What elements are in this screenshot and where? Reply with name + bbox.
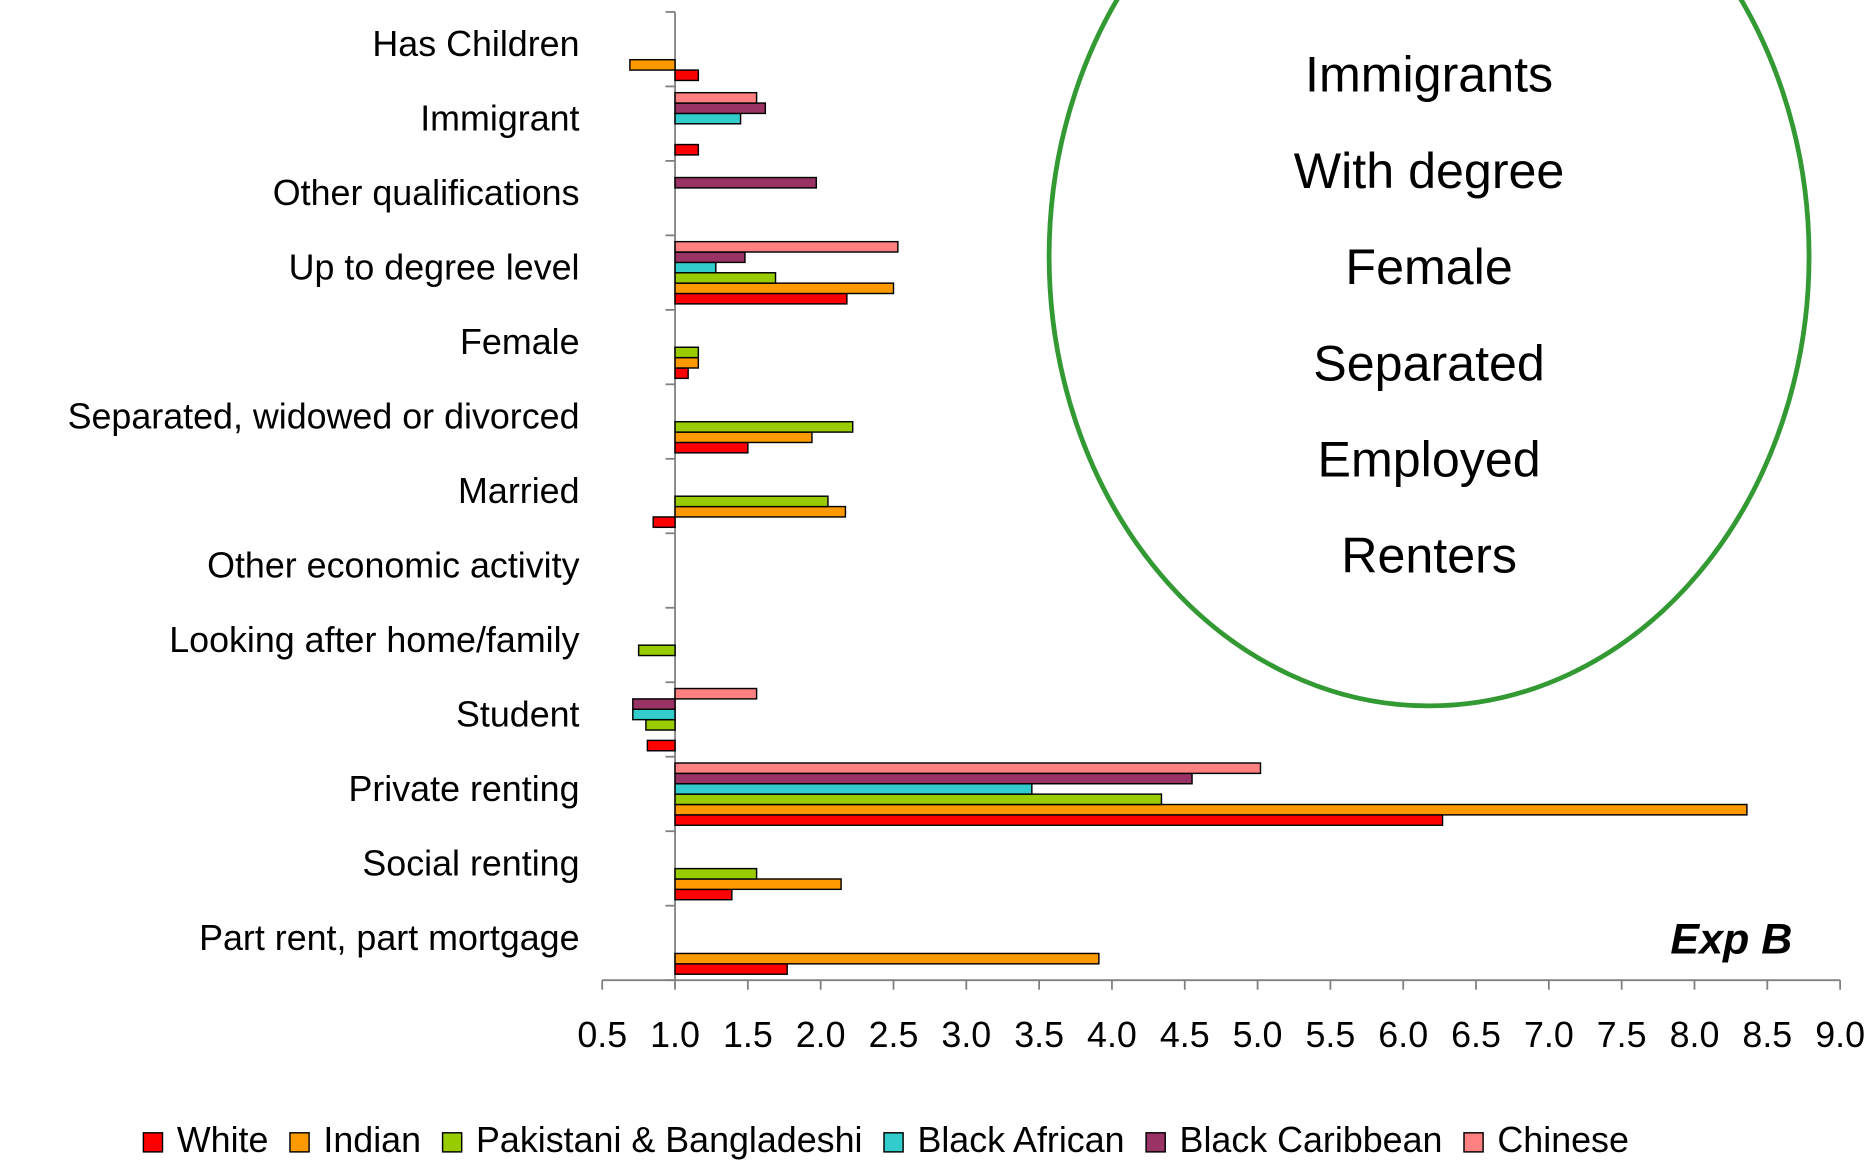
bar — [674, 251, 746, 264]
bar — [674, 91, 758, 104]
bar — [674, 112, 742, 125]
bar — [674, 441, 749, 454]
bar — [674, 783, 1033, 795]
bar — [674, 762, 1262, 775]
callout-line: Female — [1345, 239, 1512, 295]
category-label: Part rent, part mortgage — [199, 918, 579, 958]
bar — [637, 644, 676, 657]
x-tick-label: 8.0 — [1670, 1015, 1720, 1055]
category-label: Up to degree level — [289, 248, 580, 288]
bar — [674, 102, 767, 115]
bar — [674, 952, 1100, 965]
category-label: Other qualifications — [273, 173, 580, 213]
category-label: Immigrant — [420, 99, 579, 139]
callout-line: Employed — [1318, 432, 1541, 488]
category-label: Looking after home/family — [169, 620, 579, 660]
category-label: Separated, widowed or divorced — [68, 397, 580, 437]
legend-label: Black Caribbean — [1180, 1120, 1443, 1160]
x-tick-label: 9.0 — [1815, 1015, 1865, 1055]
bar — [652, 516, 676, 529]
legend-label: Pakistani & Bangladeshi — [476, 1120, 862, 1160]
x-tick-label: 2.5 — [869, 1015, 919, 1055]
bar — [674, 272, 777, 284]
legend-swatch — [142, 1132, 164, 1153]
x-tick-label: 7.5 — [1597, 1015, 1647, 1055]
bar — [674, 963, 788, 975]
legend-swatch — [441, 1132, 463, 1153]
bar — [674, 888, 733, 901]
category-label: Other economic activity — [207, 546, 580, 586]
bar — [674, 69, 700, 82]
bar — [674, 346, 700, 359]
bar — [674, 367, 689, 380]
bar — [674, 421, 854, 433]
category-label: Has Children — [372, 24, 579, 64]
bar — [632, 708, 676, 721]
x-tick-label: 1.0 — [650, 1015, 700, 1055]
x-tick-label: 1.5 — [723, 1015, 773, 1055]
x-tick-label: 7.0 — [1524, 1015, 1574, 1055]
callout-line: Renters — [1341, 528, 1517, 584]
callout-line: Most mobile are: — [1230, 0, 1629, 6]
legend-swatch — [289, 1132, 310, 1153]
callout-ellipse — [1046, 0, 1812, 709]
x-tick-label: 4.5 — [1160, 1015, 1210, 1055]
bar — [674, 687, 758, 700]
bar — [674, 793, 1163, 806]
callout-line: Separated — [1313, 335, 1545, 391]
category-label: Social renting — [362, 844, 579, 884]
bar — [674, 176, 818, 189]
bar — [629, 58, 676, 71]
bar — [645, 718, 676, 731]
category-label: Student — [456, 695, 580, 735]
category-label: Private renting — [348, 769, 579, 809]
bar — [674, 292, 848, 305]
legend-label: Chinese — [1497, 1120, 1628, 1160]
x-tick-label: 2.0 — [796, 1015, 846, 1055]
legend-label: Indian — [323, 1120, 421, 1160]
category-label: Married — [458, 471, 579, 511]
x-tick-label: 4.0 — [1087, 1015, 1137, 1055]
bar — [674, 772, 1193, 785]
legend-swatch — [1145, 1132, 1166, 1153]
category-label: Female — [460, 322, 579, 362]
legend-label: White — [177, 1120, 269, 1160]
legend-swatch — [1463, 1132, 1484, 1153]
bar — [674, 878, 842, 891]
legend-label: Black African — [917, 1120, 1124, 1160]
bar — [674, 803, 1748, 816]
callout-line: With degree — [1294, 143, 1565, 199]
bar — [674, 261, 717, 274]
legend-swatch — [883, 1132, 904, 1153]
bar — [674, 495, 829, 508]
bar — [674, 814, 1444, 826]
bar — [674, 431, 813, 444]
x-tick-label: 3.5 — [1014, 1015, 1064, 1055]
x-tick-label: 8.5 — [1742, 1015, 1792, 1055]
x-tick-label: 6.0 — [1378, 1015, 1428, 1055]
bar — [674, 240, 899, 253]
x-tick-label: 0.5 — [577, 1015, 627, 1055]
x-tick-label: 6.5 — [1451, 1015, 1501, 1055]
x-tick-label: 3.0 — [941, 1015, 991, 1055]
x-tick-label: 5.0 — [1233, 1015, 1283, 1055]
axis-note: Exp B — [1670, 915, 1792, 963]
bar — [674, 505, 847, 518]
bar — [674, 356, 700, 369]
bar — [674, 143, 700, 156]
bar — [632, 698, 676, 710]
bar — [674, 867, 758, 880]
bar — [674, 282, 895, 295]
callout-line: Immigrants — [1305, 47, 1553, 103]
bar — [646, 739, 676, 752]
x-tick-label: 5.5 — [1305, 1015, 1355, 1055]
